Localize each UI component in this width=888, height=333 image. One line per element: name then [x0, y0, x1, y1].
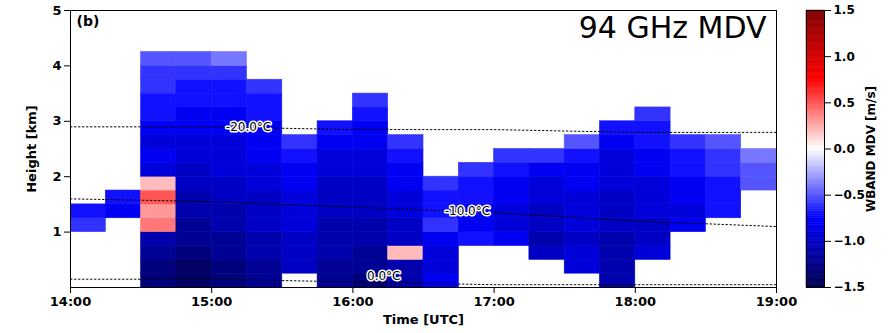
- svg-text:Time [UTC]: Time [UTC]: [383, 312, 464, 327]
- svg-text:16:00: 16:00: [332, 294, 373, 309]
- svg-text:1: 1: [52, 224, 61, 239]
- svg-text:1.0: 1.0: [834, 50, 855, 64]
- svg-text:WBAND MDV [m/s]: WBAND MDV [m/s]: [864, 86, 878, 212]
- svg-text:15:00: 15:00: [191, 294, 232, 309]
- svg-text:−1.0: −1.0: [834, 234, 865, 248]
- svg-text:0.5: 0.5: [834, 96, 855, 110]
- svg-text:-20.0°C: -20.0°C: [226, 120, 271, 134]
- svg-text:3: 3: [52, 113, 61, 128]
- svg-text:0.0: 0.0: [834, 142, 855, 156]
- svg-text:14:00: 14:00: [50, 294, 91, 309]
- svg-text:0.0°C: 0.0°C: [367, 269, 400, 283]
- svg-text:18:00: 18:00: [615, 294, 656, 309]
- svg-text:5: 5: [52, 3, 61, 18]
- svg-text:4: 4: [52, 58, 61, 73]
- svg-text:17:00: 17:00: [473, 294, 514, 309]
- svg-text:-10.0°C: -10.0°C: [445, 204, 490, 218]
- svg-text:(b): (b): [77, 13, 100, 29]
- svg-text:Height [km]: Height [km]: [24, 105, 39, 193]
- svg-text:1.5: 1.5: [834, 3, 855, 17]
- svg-text:19:00: 19:00: [756, 294, 797, 309]
- svg-text:−1.5: −1.5: [834, 280, 865, 294]
- svg-text:94 GHz MDV: 94 GHz MDV: [579, 10, 767, 45]
- svg-text:−0.5: −0.5: [834, 188, 865, 202]
- svg-text:2: 2: [52, 169, 61, 184]
